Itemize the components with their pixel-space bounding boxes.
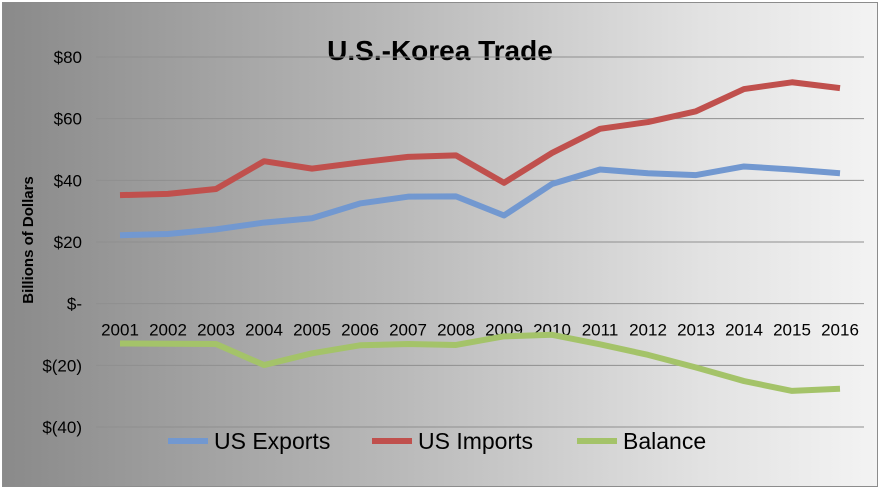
series-line-balance bbox=[119, 331, 841, 394]
chart-title: U.S.-Korea Trade bbox=[327, 35, 553, 66]
x-tick-label: 2006 bbox=[341, 321, 379, 340]
x-tick-label: 2014 bbox=[725, 321, 763, 340]
y-tick-label: $20 bbox=[54, 233, 82, 252]
x-tick-label: 2013 bbox=[677, 321, 715, 340]
y-tick-label: $80 bbox=[54, 48, 82, 67]
y-tick-label: $- bbox=[67, 295, 82, 314]
x-tick-label: 2003 bbox=[197, 321, 235, 340]
x-tick-label: 2011 bbox=[582, 321, 619, 340]
x-tick-label: 2004 bbox=[245, 321, 283, 340]
x-tick-label: 2016 bbox=[821, 321, 859, 340]
y-tick-label: $40 bbox=[54, 171, 82, 190]
y-axis-label: Billions of Dollars bbox=[20, 176, 37, 304]
y-tick-label: $(20) bbox=[42, 356, 82, 375]
x-tick-label: 2002 bbox=[149, 321, 187, 340]
x-tick-label: 2012 bbox=[629, 321, 667, 340]
legend-label: Balance bbox=[623, 428, 706, 454]
series-line-us-exports bbox=[119, 163, 841, 239]
x-tick-label: 2005 bbox=[293, 321, 331, 340]
x-tick-label: 2015 bbox=[773, 321, 811, 340]
x-tick-label: 2008 bbox=[437, 321, 475, 340]
legend-label: US Imports bbox=[418, 428, 533, 454]
x-tick-label: 2001 bbox=[101, 321, 139, 340]
series-line-us-imports bbox=[119, 79, 841, 199]
x-tick-label: 2007 bbox=[389, 321, 427, 340]
y-tick-label: $(40) bbox=[42, 418, 82, 437]
legend-label: US Exports bbox=[214, 428, 330, 454]
y-tick-label: $60 bbox=[54, 110, 82, 129]
